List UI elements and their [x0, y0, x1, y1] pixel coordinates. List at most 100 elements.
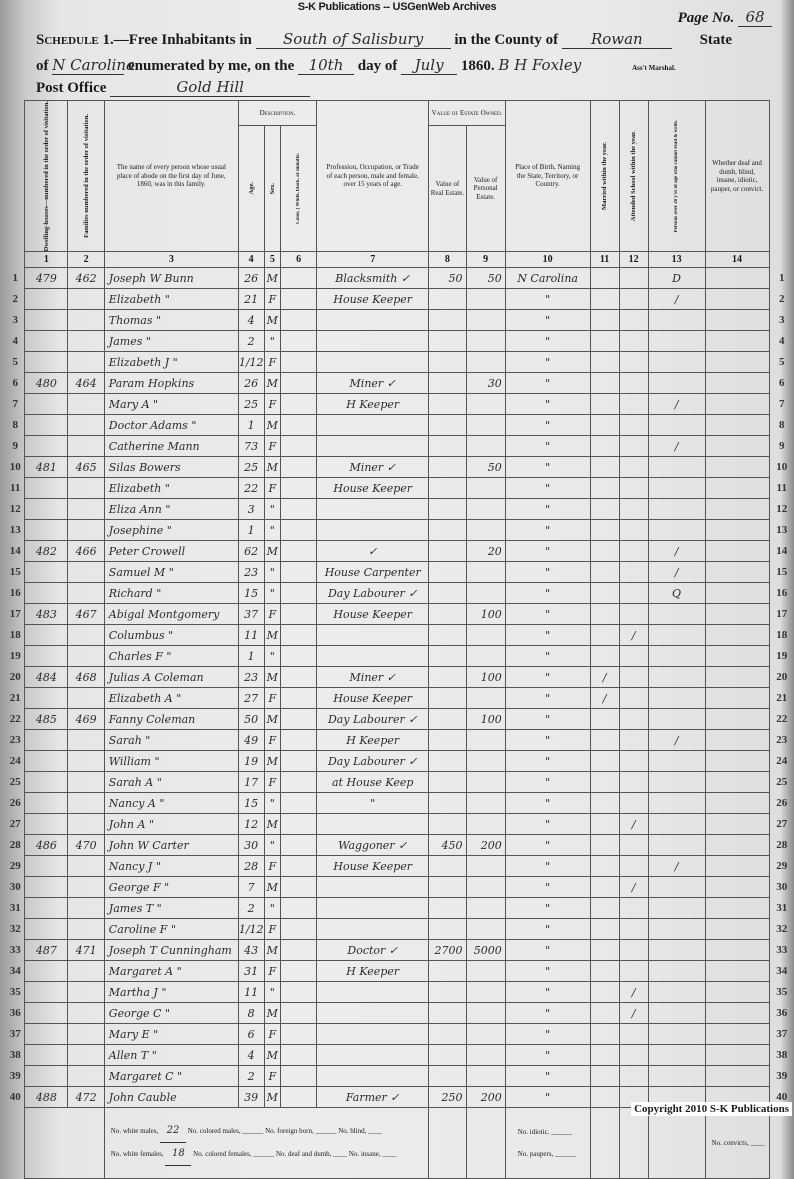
deaf-dumb-label: No. deaf and dumb, ____	[275, 1150, 348, 1159]
sex: F	[263, 1023, 282, 1046]
foreign-born-label: No. foreign born, ______	[265, 1127, 337, 1136]
age: 28	[237, 855, 265, 878]
real-estate-value	[428, 876, 467, 899]
personal-estate-value	[465, 624, 506, 647]
column-number: 2	[67, 251, 105, 269]
birthplace: "	[504, 519, 591, 542]
age: 22	[237, 477, 265, 500]
col-name-header: The name of every person whose usual pla…	[103, 99, 239, 253]
person-name: William "	[103, 750, 239, 773]
occupation	[316, 1002, 430, 1025]
condition-note	[704, 771, 770, 794]
table-row: 10 481 465 Silas Bowers 25 M Miner ✓ 50 " 10	[6, 456, 794, 479]
table-row: 40 488 472 John Cauble 39 M Farmer ✓ 250 200 " 40	[6, 1086, 794, 1109]
line-number: 33	[776, 944, 788, 957]
color	[280, 750, 318, 773]
line-number: 18	[9, 629, 21, 642]
occupation	[316, 498, 430, 521]
dwelling-number: 485	[24, 708, 69, 731]
person-name: Josephine "	[103, 519, 239, 542]
occupation: Day Labourer ✓	[316, 750, 430, 773]
occupation	[316, 330, 430, 353]
sex: M	[263, 372, 282, 395]
married-mark	[589, 813, 620, 836]
line-number: 17	[9, 608, 21, 621]
dwelling-number	[24, 918, 69, 941]
condition-note	[704, 855, 770, 878]
color	[280, 666, 318, 689]
estate-header: Value of Estate Owned.	[428, 100, 506, 126]
person-name: Samuel M "	[103, 561, 239, 584]
table-row: 11 Elizabeth " 22 F House Keeper " 11	[6, 477, 794, 500]
birthplace: "	[504, 897, 591, 920]
married-mark	[589, 834, 620, 857]
occupation: Blacksmith ✓	[316, 267, 430, 290]
personal-estate-value	[465, 435, 506, 458]
married-mark	[589, 771, 620, 794]
family-number	[67, 750, 105, 773]
county-label: in the County of	[454, 32, 559, 48]
occupation: Day Labourer ✓	[316, 708, 430, 731]
family-number	[67, 1023, 105, 1046]
married-mark	[589, 603, 620, 626]
dwelling-number	[24, 960, 69, 983]
family-number	[67, 897, 105, 920]
school-mark	[618, 267, 649, 290]
table-row: 30 George F " 7 M " / 30	[6, 876, 794, 899]
real-estate-value	[428, 666, 467, 689]
family-number	[67, 330, 105, 353]
birthplace: "	[504, 750, 591, 773]
school-mark	[618, 498, 649, 521]
line-number: 8	[779, 419, 785, 432]
family-number	[67, 792, 105, 815]
color	[280, 288, 318, 311]
personal-estate-value	[465, 918, 506, 941]
person-name: James T "	[103, 897, 239, 920]
birthplace: "	[504, 813, 591, 836]
married-mark	[589, 309, 620, 332]
condition-note	[704, 309, 770, 332]
personal-estate-value	[465, 519, 506, 542]
age: 2	[237, 897, 265, 920]
married-mark	[589, 708, 620, 731]
person-name: Abigal Montgomery	[103, 603, 239, 626]
sex: M	[263, 750, 282, 773]
age: 6	[237, 1023, 265, 1046]
married-mark	[589, 918, 620, 941]
sex: M	[263, 666, 282, 689]
column-number: 8	[428, 251, 467, 269]
line-number: 20	[9, 671, 21, 684]
real-estate-value	[428, 771, 467, 794]
condition-note	[704, 498, 770, 521]
real-estate-value	[428, 456, 467, 479]
personal-estate-value	[465, 771, 506, 794]
illiterate-mark	[647, 939, 706, 962]
personal-estate-value	[465, 561, 506, 584]
married-mark	[589, 582, 620, 605]
married-mark	[589, 267, 620, 290]
age: 50	[237, 708, 265, 731]
age: 23	[237, 666, 265, 689]
personal-estate-value	[465, 351, 506, 374]
dwelling-number	[24, 876, 69, 899]
personal-estate-value	[465, 855, 506, 878]
table-row: 19 Charles F " 1 " " 19	[6, 645, 794, 668]
table-row: 29 Nancy J " 28 F House Keeper " / 29	[6, 855, 794, 878]
personal-estate-value: 5000	[465, 939, 506, 962]
table-row: 31 James T " 2 " " 31	[6, 897, 794, 920]
personal-estate-value	[465, 1044, 506, 1067]
col-school-header: Attended School within the year.	[630, 131, 638, 222]
personal-estate-value: 200	[465, 1086, 506, 1109]
line-number: 37	[9, 1028, 21, 1041]
age: 62	[237, 540, 265, 563]
person-name: Allen T "	[103, 1044, 239, 1067]
day-of-label: day of	[357, 58, 398, 74]
illiterate-mark	[647, 834, 706, 857]
copyright-notice: Copyright 2010 S-K Publications	[631, 1102, 792, 1116]
real-estate-value	[428, 603, 467, 626]
person-name: James "	[103, 330, 239, 353]
color	[280, 456, 318, 479]
school-mark	[618, 288, 649, 311]
real-estate-value	[428, 561, 467, 584]
post-office-heading: Post Office Gold Hill	[36, 78, 311, 97]
